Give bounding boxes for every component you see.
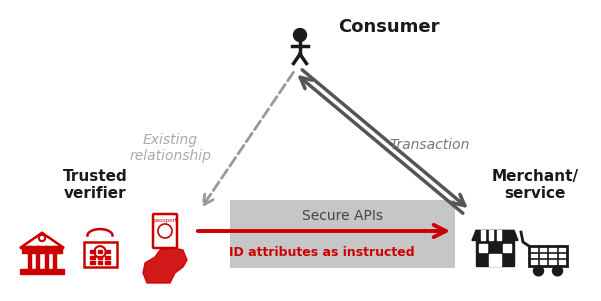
Bar xyxy=(53,246,56,269)
Text: Transaction: Transaction xyxy=(390,138,470,152)
Bar xyxy=(230,200,455,268)
Bar xyxy=(489,230,493,240)
Bar xyxy=(489,254,501,266)
Bar xyxy=(98,256,102,259)
Bar xyxy=(90,261,95,264)
Circle shape xyxy=(293,29,307,42)
Bar xyxy=(90,256,95,259)
Bar xyxy=(28,246,31,269)
Bar xyxy=(45,246,48,269)
Bar xyxy=(105,261,109,264)
Polygon shape xyxy=(143,247,187,283)
Text: Consumer: Consumer xyxy=(338,18,439,36)
Bar xyxy=(529,246,567,266)
Bar xyxy=(497,230,501,240)
Bar xyxy=(84,242,117,267)
Circle shape xyxy=(552,266,563,276)
Text: Secure APIs: Secure APIs xyxy=(302,209,383,223)
Bar xyxy=(479,244,487,252)
Bar xyxy=(503,244,511,252)
Circle shape xyxy=(534,266,543,276)
Text: passport: passport xyxy=(153,218,177,223)
Text: ID attributes as instructed: ID attributes as instructed xyxy=(229,246,415,259)
Bar xyxy=(90,250,95,253)
Text: Merchant/
service: Merchant/ service xyxy=(492,169,579,201)
Bar xyxy=(481,230,485,240)
Bar xyxy=(105,256,109,259)
Text: Trusted
verifier: Trusted verifier xyxy=(63,169,127,201)
Text: Existing
relationship: Existing relationship xyxy=(129,133,211,163)
Polygon shape xyxy=(472,230,518,240)
Bar xyxy=(476,240,514,266)
Bar xyxy=(22,246,62,253)
Bar xyxy=(36,246,39,269)
Bar xyxy=(105,250,109,253)
FancyBboxPatch shape xyxy=(153,214,177,248)
Bar xyxy=(98,261,102,264)
Bar xyxy=(20,269,64,275)
Bar xyxy=(98,250,102,253)
